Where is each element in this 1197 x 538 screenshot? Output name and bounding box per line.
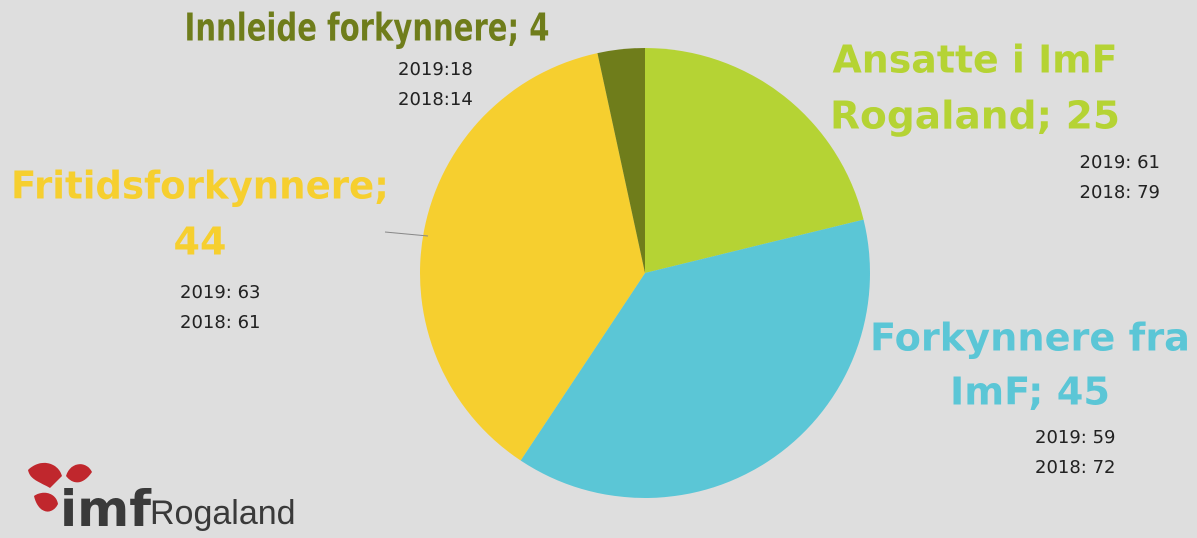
slice-label: 44 bbox=[174, 220, 227, 264]
slice-label: Forkynnere fra bbox=[870, 316, 1190, 360]
logo: imf Rogaland bbox=[28, 462, 296, 538]
annotation: 2018: 72 bbox=[1035, 457, 1116, 478]
slice-label: Rogaland; 25 bbox=[830, 94, 1120, 138]
annotation: 2018: 61 bbox=[180, 312, 261, 333]
pie-slice bbox=[645, 48, 864, 273]
logo-leaf bbox=[66, 464, 92, 483]
slice-label: ImF; 45 bbox=[950, 370, 1110, 414]
logo-mark: imf bbox=[60, 480, 152, 538]
annotation: 2018: 79 bbox=[1080, 182, 1161, 203]
slice-label: Ansatte i ImF bbox=[833, 38, 1118, 82]
annotation: 2019: 61 bbox=[1080, 152, 1161, 173]
pie-slice bbox=[419, 53, 645, 461]
pie bbox=[419, 48, 870, 498]
logo-text: Rogaland bbox=[150, 494, 296, 532]
annotation: 2019:18 bbox=[398, 59, 473, 80]
slice-label: Fritidsforkynnere; bbox=[11, 164, 389, 208]
pie-slice bbox=[597, 48, 645, 273]
annotation: 2019: 59 bbox=[1035, 427, 1116, 448]
leader-line bbox=[384, 231, 429, 237]
logo-leaf bbox=[34, 492, 58, 512]
annotation: 2019: 63 bbox=[180, 282, 261, 303]
pie-slice bbox=[520, 219, 870, 498]
annotation: 2018:14 bbox=[398, 89, 473, 110]
slice-label: Innleide forkynnere; 4 bbox=[185, 6, 550, 50]
logo-leaf bbox=[28, 462, 62, 488]
